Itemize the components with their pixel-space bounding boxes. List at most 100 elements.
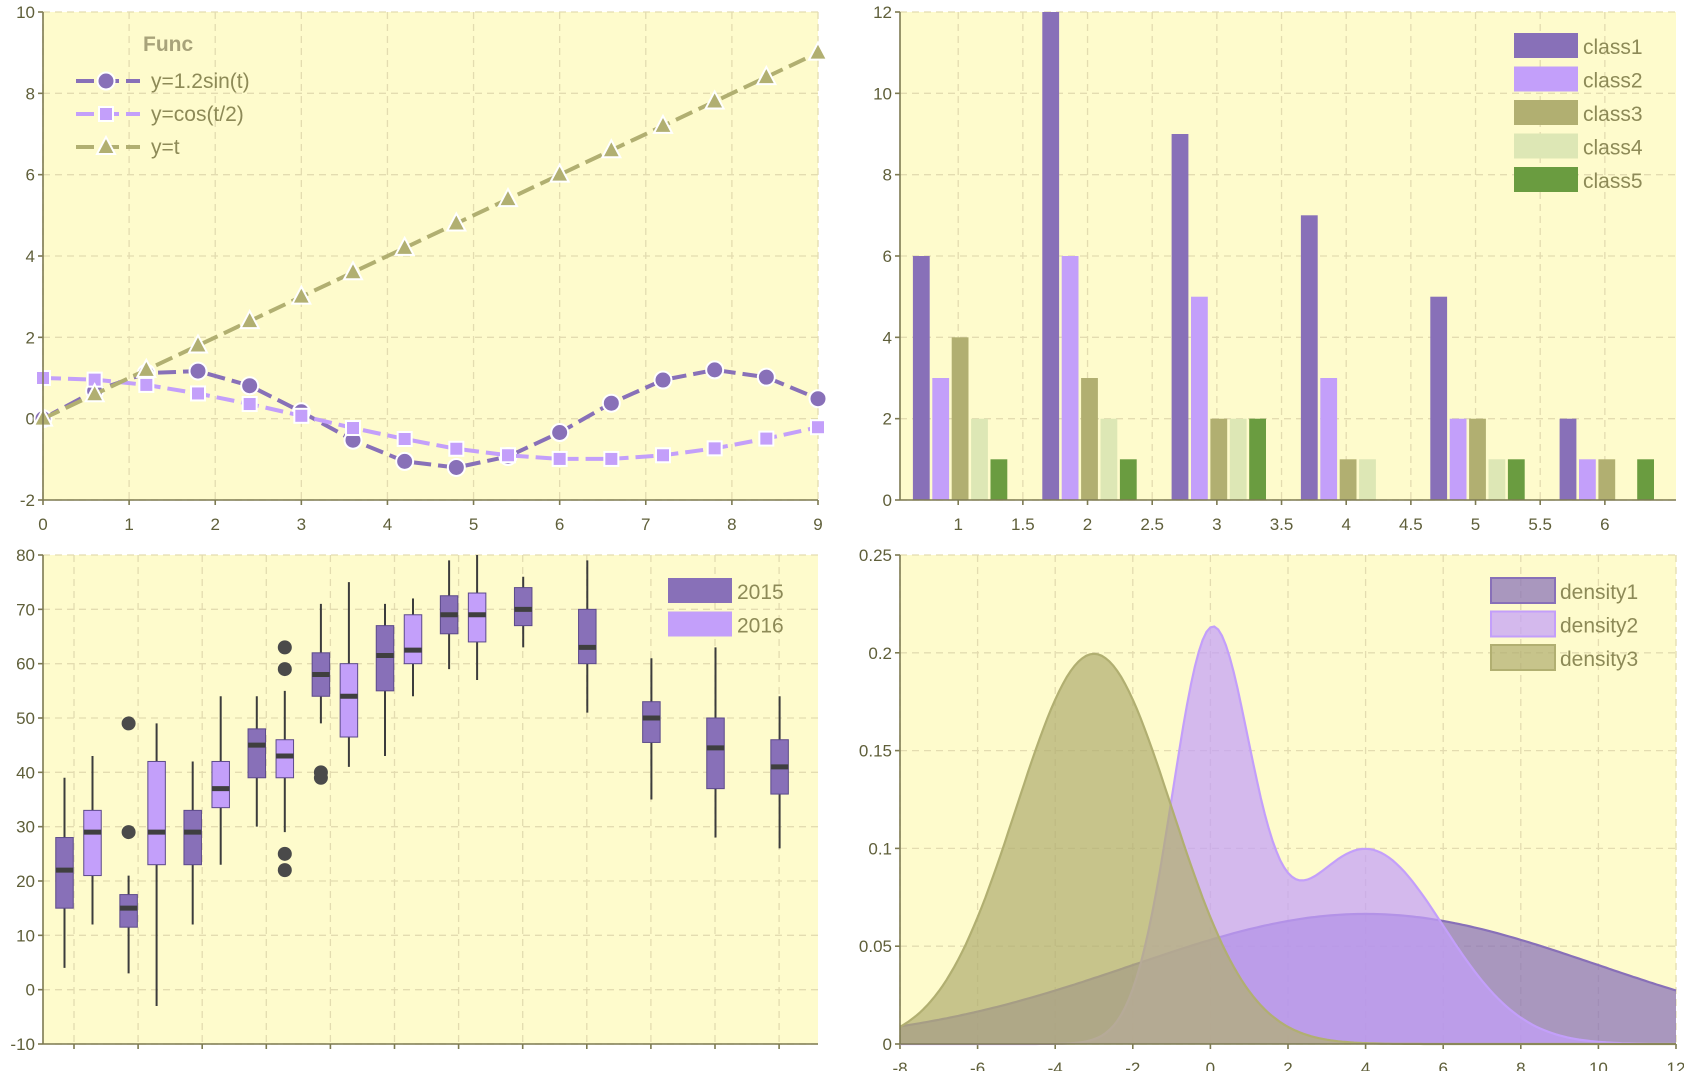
line-x-tick-label: 9 [813, 515, 822, 534]
box-iqr [339, 663, 359, 738]
line-x-tick-label: 2 [210, 515, 219, 534]
legend-label: y=1.2sin(t) [151, 70, 250, 93]
line-y-tick-label: 10 [16, 3, 35, 22]
data-point-square [758, 430, 775, 447]
bar-class1 [1559, 418, 1577, 500]
density-x-tick-label: -8 [892, 1059, 907, 1071]
box-y-tick-label: 60 [16, 655, 35, 674]
density-area-2 [900, 626, 1676, 1044]
legend-swatch [1490, 610, 1556, 638]
data-point-triangle [755, 64, 777, 86]
data-point-triangle [135, 357, 157, 378]
bar-class1 [1430, 296, 1448, 500]
data-point-triangle [497, 186, 519, 208]
legend-swatch [1514, 167, 1578, 192]
bar-y-tick-label: 8 [883, 166, 892, 185]
bar-class3 [1469, 418, 1486, 500]
density-x-tick-label: 0 [1206, 1059, 1215, 1071]
legend-label: 2016 [737, 615, 784, 638]
bar-x-tick-label: 3.5 [1270, 515, 1294, 534]
bar-x-tick-label: 1.5 [1011, 515, 1035, 534]
density-x-tick-label: 10 [1589, 1059, 1608, 1071]
bar-y-tick-label: 12 [873, 3, 892, 22]
box-iqr [211, 760, 230, 809]
box-outlier [277, 863, 292, 878]
density-y-tick-label: 0.05 [859, 937, 892, 956]
box-y-tick-label: 70 [16, 600, 35, 619]
legend-swatch [1490, 577, 1556, 604]
bar-class4 [971, 418, 988, 500]
data-point-circle [756, 367, 776, 387]
bar-y-tick-label: 0 [883, 491, 892, 510]
density-x-tick-label: 4 [1361, 1059, 1370, 1071]
bar-x-tick-label: 4 [1341, 515, 1350, 534]
data-point-square [500, 447, 516, 464]
bar-x-tick-label: 5.5 [1528, 515, 1552, 534]
box-iqr [119, 894, 138, 928]
data-point-triangle [704, 89, 726, 110]
data-point-square [603, 450, 620, 467]
line-x-tick-label: 5 [469, 515, 478, 534]
density-y-tick-label: 0.15 [859, 742, 892, 761]
box-iqr [706, 717, 725, 790]
box-y-tick-label: 80 [16, 546, 35, 565]
density-y-tick-label: 0.2 [868, 644, 892, 663]
data-point-circle [446, 457, 466, 477]
data-point-square [190, 385, 206, 402]
legend-swatch [1514, 33, 1578, 58]
box-y-tick-label: 10 [16, 926, 35, 945]
legend-marker-circle [96, 71, 116, 91]
bar-y-tick-label: 2 [883, 410, 892, 429]
data-point-square [448, 440, 465, 457]
bar-x-tick-label: 5 [1471, 515, 1480, 534]
line-y-tick-label: 0 [26, 410, 35, 429]
data-point-triangle [187, 333, 209, 354]
box-y-tick-label: 40 [16, 763, 35, 782]
bar-class1 [1171, 134, 1189, 500]
line-y-tick-label: 2 [26, 328, 35, 347]
bar-class3 [1598, 459, 1616, 500]
bar-class3 [1210, 418, 1228, 500]
box-iqr [275, 739, 295, 779]
box-iqr [578, 608, 597, 665]
line-y-tick-label: 8 [26, 84, 35, 103]
box-plot-panel: -10 0 10 20 30 40 50 60 70 80 2015 2016 [10, 546, 818, 1054]
data-point-triangle [445, 211, 467, 232]
bar-class3 [1339, 459, 1357, 500]
box-y-tick-label: 50 [16, 709, 35, 728]
bar-class2 [1579, 459, 1596, 500]
legend-title: Func [143, 33, 193, 56]
box-iqr [642, 701, 661, 743]
data-point-triangle [807, 40, 829, 61]
data-point-circle [808, 389, 828, 409]
legend-label: class4 [1583, 137, 1643, 160]
box-outlier [277, 846, 292, 861]
bar-class4 [1100, 418, 1118, 500]
data-point-triangle [600, 138, 622, 159]
bar-x-tick-label: 3 [1212, 515, 1221, 534]
bar-class5 [1249, 418, 1266, 500]
data-point-circle [240, 376, 260, 396]
legend-swatch [668, 578, 732, 603]
box-y-tick-label: 20 [16, 872, 35, 891]
data-point-triangle [290, 284, 312, 305]
density-x-tick-label: 6 [1438, 1059, 1447, 1071]
line-x-tick-label: 0 [38, 515, 47, 534]
legend-label: 2015 [737, 581, 784, 604]
bar-class2 [1320, 378, 1338, 500]
legend-label: y=cos(t/2) [151, 103, 244, 126]
data-point-square [655, 447, 671, 464]
density-x-tick-label: -2 [1125, 1059, 1140, 1071]
data-point-circle [601, 393, 621, 413]
bar-class1 [912, 256, 930, 500]
line-x-tick-label: 3 [297, 515, 306, 534]
legend-swatch [1514, 66, 1578, 92]
bar-x-tick-label: 1 [953, 515, 962, 534]
density-x-tick-label: 2 [1283, 1059, 1292, 1071]
data-point-square [396, 431, 413, 447]
box-iqr [55, 837, 74, 909]
data-point-square [810, 419, 826, 436]
box-y-tick-label: 0 [26, 981, 35, 1000]
density-x-tick-label: 12 [1667, 1059, 1684, 1071]
